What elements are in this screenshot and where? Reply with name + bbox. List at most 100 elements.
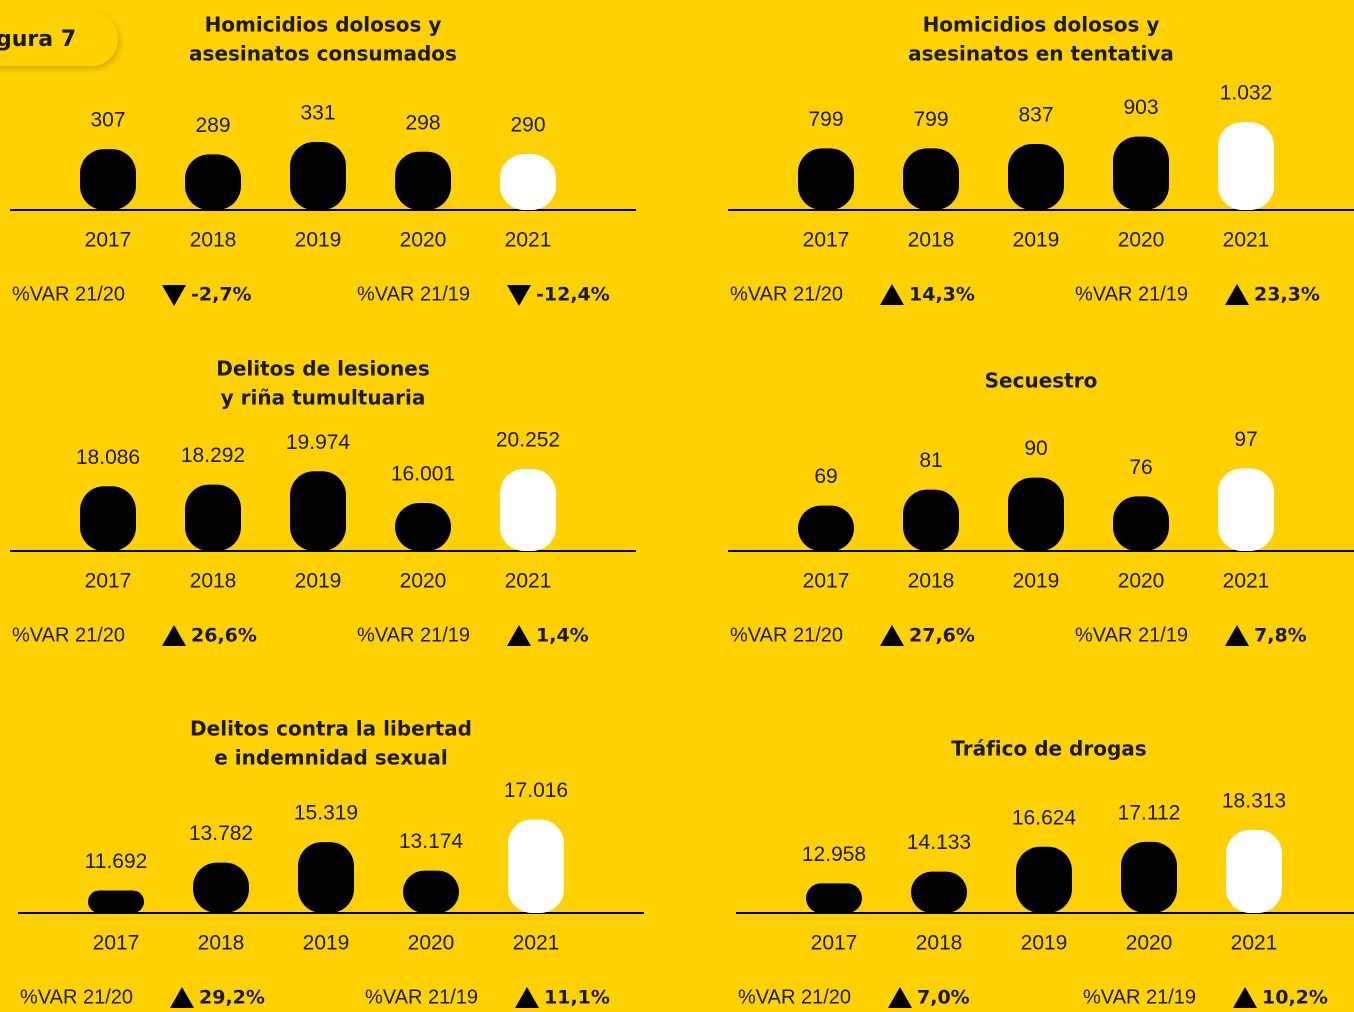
value-label: 331 <box>300 102 335 125</box>
value-label: 18.086 <box>76 446 140 469</box>
value-label: 18.313 <box>1222 789 1286 812</box>
change-value: 7,8% <box>1254 625 1307 647</box>
value-label: 799 <box>808 108 843 131</box>
value-label: 11.692 <box>85 850 148 873</box>
chart-title: asesinatos consumados <box>189 42 457 66</box>
bar <box>911 871 967 913</box>
value-label: 20.252 <box>496 429 560 452</box>
figure-badge <box>0 12 118 66</box>
value-label: 799 <box>913 108 948 131</box>
x-tick-label: 2017 <box>93 932 140 955</box>
x-tick-label: 2018 <box>190 570 237 593</box>
arrow-up <box>507 625 531 646</box>
change-value: 29,2% <box>199 987 265 1009</box>
x-tick-label: 2020 <box>400 570 447 593</box>
bar <box>395 151 451 210</box>
chart-title: Delitos de lesiones <box>216 357 430 381</box>
bar <box>903 489 959 551</box>
x-tick-label: 2020 <box>408 932 455 955</box>
change-value: 26,6% <box>191 625 257 647</box>
change-label: %VAR 21/20 <box>730 283 843 305</box>
change-label: %VAR 21/20 <box>12 283 125 305</box>
bar <box>903 148 959 210</box>
x-tick-label: 2019 <box>303 932 350 955</box>
change-label: %VAR 21/19 <box>357 624 470 646</box>
change-label: %VAR 21/20 <box>730 624 843 646</box>
change-value: 7,0% <box>917 987 970 1009</box>
value-label: 15.319 <box>294 802 358 825</box>
arrow-up <box>515 987 539 1008</box>
change-value: 10,2% <box>1262 987 1328 1009</box>
value-label: 13.174 <box>399 830 464 853</box>
change-label: %VAR 21/19 <box>365 986 478 1008</box>
arrow-down <box>162 285 186 306</box>
chart-title: Secuestro <box>985 369 1098 393</box>
value-label: 97 <box>1234 428 1257 451</box>
value-label: 1.032 <box>1220 82 1273 105</box>
x-tick-label: 2018 <box>908 570 955 593</box>
x-tick-label: 2019 <box>1021 932 1068 955</box>
bar <box>298 842 354 913</box>
bar <box>1218 468 1274 551</box>
x-tick-label: 2021 <box>1223 229 1270 252</box>
value-label: 13.782 <box>189 822 253 845</box>
bar <box>1121 841 1177 913</box>
bar <box>1008 477 1064 551</box>
value-label: 903 <box>1123 96 1158 119</box>
x-tick-label: 2018 <box>916 932 963 955</box>
value-label: 81 <box>919 449 942 472</box>
change-label: %VAR 21/19 <box>1075 624 1188 646</box>
change-label: %VAR 21/20 <box>20 986 133 1008</box>
bar <box>1008 144 1064 210</box>
value-label: 76 <box>1129 456 1152 479</box>
chart-title: Tráfico de drogas <box>951 737 1146 761</box>
arrow-up <box>162 625 186 646</box>
value-label: 16.001 <box>391 463 455 486</box>
x-tick-label: 2020 <box>400 229 447 252</box>
x-tick-label: 2017 <box>85 229 132 252</box>
bar <box>1218 122 1274 210</box>
bar <box>80 149 136 210</box>
value-label: 16.624 <box>1012 806 1077 829</box>
change-value: 23,3% <box>1254 284 1320 306</box>
bar <box>500 468 556 551</box>
bar <box>193 862 249 913</box>
x-tick-label: 2017 <box>803 570 850 593</box>
value-label: 69 <box>814 465 837 488</box>
chart-title: e indemnidad sexual <box>214 746 448 770</box>
arrow-up <box>170 987 194 1008</box>
bar <box>798 148 854 210</box>
x-tick-label: 2019 <box>1013 229 1060 252</box>
chart-title: Homicidios dolosos y <box>923 13 1160 37</box>
bar <box>798 505 854 551</box>
bar <box>806 883 862 913</box>
x-tick-label: 2020 <box>1118 570 1165 593</box>
arrow-up <box>1225 284 1249 305</box>
change-value: 1,4% <box>536 625 589 647</box>
x-tick-label: 2021 <box>1231 932 1278 955</box>
x-tick-label: 2021 <box>505 570 552 593</box>
x-tick-label: 2019 <box>295 570 342 593</box>
bar <box>185 154 241 210</box>
x-tick-label: 2019 <box>295 229 342 252</box>
x-tick-label: 2020 <box>1126 932 1173 955</box>
value-label: 19.974 <box>286 431 351 454</box>
bar <box>403 870 459 913</box>
bar <box>1113 136 1169 210</box>
x-tick-label: 2017 <box>803 229 850 252</box>
value-label: 289 <box>195 114 230 137</box>
arrow-up <box>1225 625 1249 646</box>
value-label: 17.112 <box>1118 801 1181 824</box>
x-tick-label: 2021 <box>505 229 552 252</box>
x-tick-label: 2021 <box>513 932 560 955</box>
bar <box>1113 496 1169 551</box>
change-label: %VAR 21/20 <box>12 624 125 646</box>
value-label: 14.133 <box>907 831 971 854</box>
arrow-up <box>880 284 904 305</box>
bar <box>1226 829 1282 913</box>
value-label: 837 <box>1018 104 1053 127</box>
x-tick-label: 2018 <box>198 932 245 955</box>
change-label: %VAR 21/19 <box>1075 283 1188 305</box>
bar <box>185 484 241 551</box>
chart-title: asesinatos en tentativa <box>908 42 1174 66</box>
